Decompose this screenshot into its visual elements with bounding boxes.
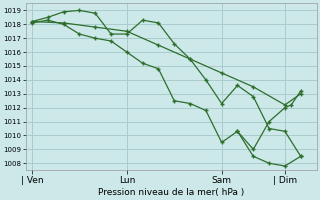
X-axis label: Pression niveau de la mer( hPa ): Pression niveau de la mer( hPa ) [98, 188, 244, 197]
